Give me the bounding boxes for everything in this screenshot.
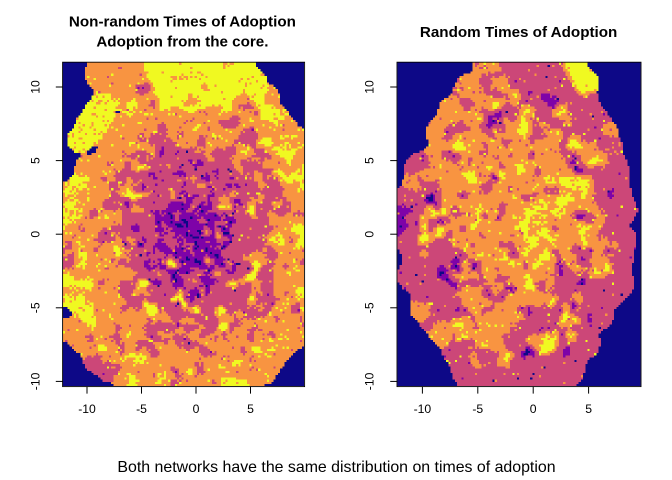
svg-text:-5: -5 (363, 302, 377, 313)
svg-text:Adoption from the core.: Adoption from the core. (96, 34, 268, 51)
svg-text:-10: -10 (28, 372, 42, 390)
svg-text:-10: -10 (78, 402, 96, 416)
svg-text:-5: -5 (28, 302, 42, 313)
svg-text:Both networks have the same di: Both networks have the same distribution… (117, 459, 555, 476)
svg-text:5: 5 (28, 157, 42, 164)
svg-text:10: 10 (28, 80, 42, 94)
svg-text:-5: -5 (136, 402, 147, 416)
svg-text:Non-random Times of Adoption: Non-random Times of Adoption (69, 14, 296, 31)
svg-text:0: 0 (193, 402, 200, 416)
svg-text:0: 0 (28, 231, 42, 238)
svg-text:0: 0 (530, 402, 537, 416)
svg-text:0: 0 (363, 231, 377, 238)
svg-text:10: 10 (363, 80, 377, 94)
svg-text:-5: -5 (472, 402, 483, 416)
svg-text:Random Times of Adoption: Random Times of Adoption (420, 24, 617, 41)
svg-text:5: 5 (247, 402, 254, 416)
svg-text:-10: -10 (363, 372, 377, 390)
svg-text:-10: -10 (414, 402, 432, 416)
svg-text:5: 5 (363, 157, 377, 164)
svg-text:5: 5 (585, 402, 592, 416)
